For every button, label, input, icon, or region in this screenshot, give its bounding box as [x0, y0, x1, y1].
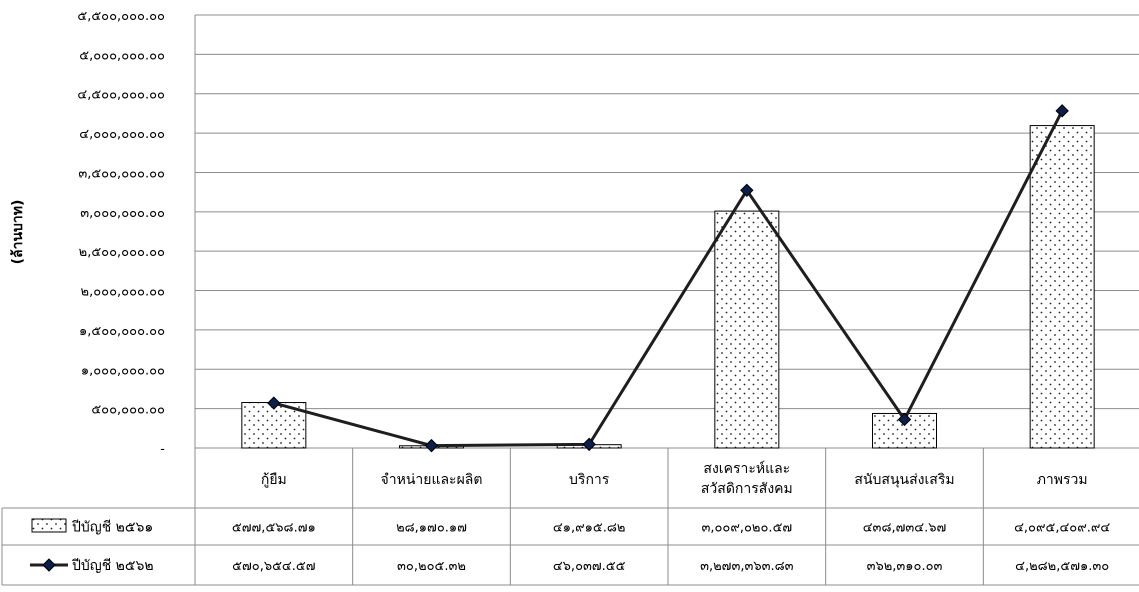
- gridlines: [194, 14, 1139, 449]
- line-series: [267, 104, 1069, 453]
- data-label: ๔๑,๙๑๕.๘๒: [553, 521, 626, 536]
- legend-label: ปีบัญชี ๒๕๖๒: [72, 558, 154, 574]
- line-point-1: [424, 438, 439, 453]
- category-label: บริการ: [569, 472, 610, 488]
- legend-key-marker: [42, 558, 56, 572]
- y-tick-label: -: [160, 442, 165, 457]
- y-tick-label: ๔,๐๐๐,๐๐๐.๐๐: [79, 127, 165, 142]
- line-point-3: [740, 183, 754, 198]
- line-point-2: [582, 437, 596, 452]
- y-tick-label: ๓,๕๐๐,๐๐๐.๐๐: [78, 166, 165, 181]
- data-label: ๓,๒๗๓,๓๖๓.๘๓: [700, 559, 794, 574]
- y-tick-label: ๓,๐๐๐,๐๐๐.๐๐: [80, 206, 165, 221]
- category-label: จำหน่ายและผลิต: [381, 472, 483, 488]
- y-tick-label: ๕,๕๐๐,๐๐๐.๐๐: [77, 9, 165, 24]
- line-point-4: [897, 412, 912, 427]
- category-label: กู้ยืม: [261, 472, 287, 488]
- data-label: ๕๗๗,๕๖๘.๗๑: [232, 521, 316, 536]
- y-tick-label: ๑,๕๐๐,๐๐๐.๐๐: [79, 324, 165, 339]
- series-line: [273, 110, 1064, 448]
- data-label: ๕๗๐,๖๕๔.๕๗: [232, 559, 315, 574]
- y-tick-label: ๒,๐๐๐,๐๐๐.๐๐: [81, 285, 166, 300]
- data-label: ๔,๒๘๒,๕๗๑.๓๐: [1015, 559, 1109, 574]
- y-tick-label: ๑,๐๐๐,๐๐๐.๐๐: [81, 363, 165, 378]
- data-label: ๔,๐๙๕,๔๐๙.๙๔: [1014, 521, 1110, 536]
- data-label: ๒๘,๑๗๐.๑๗: [396, 521, 467, 536]
- category-label: ภาพรวม: [1037, 472, 1088, 488]
- bars: [241, 125, 1095, 449]
- y-tick-label: ๕,๐๐๐,๐๐๐.๐๐: [79, 48, 165, 63]
- data-label: ๓๐,๒๐๕.๓๒: [397, 559, 466, 574]
- data-label: ๓๖๒,๓๑๐.๐๓: [867, 559, 943, 574]
- data-label: ๓,๐๐๙,๐๒๐.๕๗: [701, 521, 792, 536]
- bar-5: [1029, 125, 1095, 449]
- data-label: ๔๖,๐๓๗.๕๕: [553, 559, 626, 574]
- category-label: สนับสนุนส่งเสริม: [854, 472, 954, 488]
- y-tick-label: ๔,๕๐๐,๐๐๐.๐๐: [77, 88, 165, 103]
- bar-3: [714, 210, 780, 449]
- data-table: กู้ยืม จำหน่ายและผลิต บริการ สงเคราะห์และสว…: [1, 448, 1139, 586]
- category-label: สงเคราะห์และ: [703, 460, 790, 477]
- y-axis-tick-labels: - ๕๐๐,๐๐๐.๐๐ ๑,๐๐๐,๐๐๐.๐๐ ๑,๕๐๐,๐๐๐.๐๐ ๒,๐๐๐…: [77, 9, 165, 457]
- line-point-5: [1055, 104, 1069, 118]
- y-tick-label: ๒,๕๐๐,๐๐๐.๐๐: [79, 245, 165, 260]
- data-label: ๔๓๘,๗๓๔.๖๗: [863, 521, 947, 536]
- legend-key-bar: [31, 518, 67, 533]
- line-point-0: [267, 396, 281, 410]
- legend-label: ปีบัญชี ๒๕๖๑: [72, 520, 154, 536]
- y-axis-label: (ล้านบาท): [10, 200, 26, 265]
- category-label: สวัสดิการสังคม: [701, 481, 793, 497]
- y-tick-label: ๕๐๐,๐๐๐.๐๐: [91, 403, 165, 418]
